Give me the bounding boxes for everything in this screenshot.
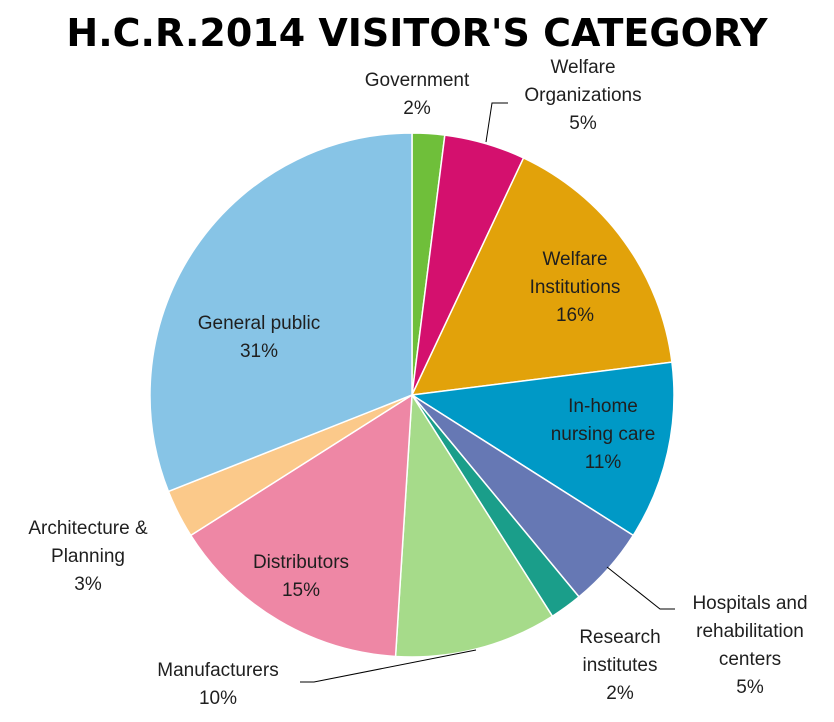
slice-in-home-nursing-care	[409, 361, 675, 537]
leader-line-welfare-organizations	[485, 102, 508, 143]
label-name-distributors: Distributors	[253, 552, 349, 573]
label-name-in-home-nursing-care: In-home	[568, 396, 638, 417]
label-name-architecture-and-planning: Architecture &	[28, 518, 148, 539]
label-name-general-public: General public	[198, 313, 321, 334]
label-value-in-home-nursing-care: 11%	[585, 452, 622, 473]
label-hospitals-and-rehabilitation-centers: Hospitals and rehabilitation centers 5%	[692, 593, 807, 698]
label-government: Government 2%	[365, 70, 470, 119]
label-name-in-home-nursing-care: nursing care	[551, 424, 656, 445]
slice-welfare-institutions	[410, 156, 673, 396]
label-name-manufacturers: Manufacturers	[157, 660, 278, 681]
slice-labels: Government 2%Welfare Organizations 5%Welfar…	[28, 57, 807, 709]
label-name-hospitals-and-rehabilitation-centers: rehabilitation	[696, 621, 804, 642]
slice-manufacturers	[394, 392, 554, 658]
label-name-research-institutes: Research	[579, 627, 660, 648]
label-research-institutes: Research institutes 2%	[579, 627, 660, 704]
label-welfare-organizations: Welfare Organizations 5%	[524, 57, 641, 134]
label-name-hospitals-and-rehabilitation-centers: centers	[719, 649, 781, 670]
label-architecture-and-planning: Architecture & Planning 3%	[28, 518, 148, 595]
leader-lines	[300, 102, 675, 683]
label-name-hospitals-and-rehabilitation-centers: Hospitals and	[692, 593, 807, 614]
label-manufacturers: Manufacturers 10%	[157, 660, 278, 709]
label-name-research-institutes: institutes	[583, 655, 658, 676]
leader-line-hospitals-and-rehabilitation-centers	[606, 566, 675, 610]
label-name-architecture-and-planning: Planning	[51, 546, 125, 567]
label-name-welfare-institutions: Institutions	[530, 277, 621, 298]
label-value-research-institutes: 2%	[606, 683, 634, 704]
label-general-public: General public 31%	[198, 313, 321, 362]
label-value-manufacturers: 10%	[199, 688, 237, 709]
label-value-welfare-institutions: 16%	[556, 305, 594, 326]
label-name-welfare-organizations: Organizations	[524, 85, 641, 106]
chart-title: H.C.R.2014 VISITOR'S CATEGORY	[66, 11, 768, 55]
slice-distributors	[189, 393, 413, 658]
label-value-architecture-and-planning: 3%	[74, 574, 102, 595]
label-name-government: Government	[365, 70, 470, 91]
pie-slices	[149, 132, 675, 658]
label-welfare-institutions: Welfare Institutions 16%	[530, 249, 621, 326]
label-value-general-public: 31%	[240, 341, 278, 362]
label-in-home-nursing-care: In-home nursing care 11%	[551, 396, 656, 473]
label-value-distributors: 15%	[282, 580, 320, 601]
label-value-government: 2%	[403, 98, 431, 119]
label-value-welfare-organizations: 5%	[569, 113, 597, 134]
label-value-hospitals-and-rehabilitation-centers: 5%	[736, 677, 764, 698]
slice-general-public	[149, 132, 413, 493]
label-distributors: Distributors 15%	[253, 552, 349, 601]
label-name-welfare-institutions: Welfare	[542, 249, 607, 270]
label-name-welfare-organizations: Welfare	[550, 57, 615, 78]
leader-line-manufacturers	[300, 649, 477, 683]
